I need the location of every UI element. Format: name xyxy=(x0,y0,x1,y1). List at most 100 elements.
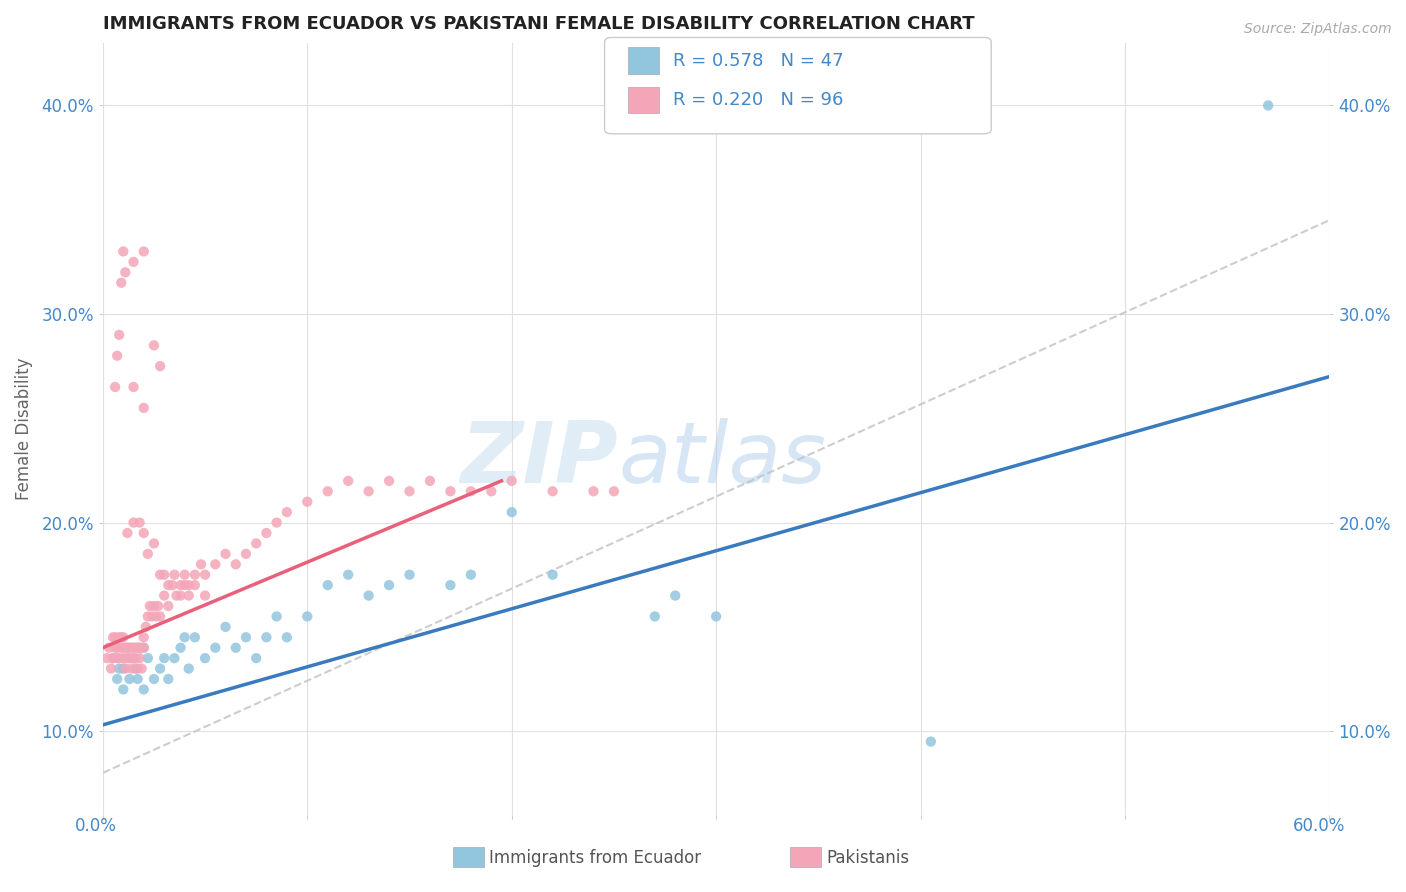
Text: 60.0%: 60.0% xyxy=(1292,817,1346,835)
Point xyxy=(135,620,157,634)
Point xyxy=(235,547,257,561)
Point xyxy=(501,474,523,488)
Point xyxy=(398,484,420,499)
Point xyxy=(117,640,139,655)
Point xyxy=(149,359,172,373)
Point xyxy=(145,609,167,624)
Point xyxy=(114,662,136,676)
Point xyxy=(357,484,380,499)
Point xyxy=(127,672,149,686)
Point xyxy=(112,662,135,676)
Point xyxy=(184,630,207,644)
Point xyxy=(112,640,135,655)
Point xyxy=(163,567,186,582)
Point xyxy=(112,682,135,697)
Text: atlas: atlas xyxy=(619,418,827,501)
Point xyxy=(920,734,942,748)
Point xyxy=(128,651,150,665)
Point xyxy=(105,640,128,655)
Point xyxy=(132,630,155,644)
Point xyxy=(245,651,267,665)
Point xyxy=(204,640,226,655)
Point xyxy=(122,651,145,665)
Point xyxy=(169,578,191,592)
Point xyxy=(378,578,401,592)
Point xyxy=(153,589,176,603)
Point xyxy=(127,662,149,676)
Point xyxy=(214,620,236,634)
Point xyxy=(501,505,523,519)
Point xyxy=(118,640,141,655)
Point xyxy=(225,558,247,572)
Point xyxy=(100,662,122,676)
Point xyxy=(143,338,166,352)
Point xyxy=(169,589,191,603)
Point xyxy=(266,516,288,530)
Point xyxy=(157,578,180,592)
Point xyxy=(132,526,155,541)
Text: R = 0.578   N = 47: R = 0.578 N = 47 xyxy=(673,52,844,70)
Point xyxy=(122,255,145,269)
Point xyxy=(166,589,188,603)
Point xyxy=(108,662,131,676)
Point xyxy=(177,589,200,603)
Point xyxy=(337,567,360,582)
Y-axis label: Female Disability: Female Disability xyxy=(15,358,32,500)
Point xyxy=(266,609,288,624)
Point xyxy=(460,567,482,582)
Text: ZIP: ZIP xyxy=(460,418,619,501)
Point xyxy=(112,630,135,644)
Point xyxy=(378,474,401,488)
Point xyxy=(104,380,127,394)
Point xyxy=(316,578,339,592)
Point xyxy=(132,640,155,655)
Point xyxy=(603,484,626,499)
Point xyxy=(117,640,139,655)
Point xyxy=(541,567,564,582)
Point xyxy=(1257,98,1279,112)
Point xyxy=(101,651,124,665)
Point xyxy=(173,630,195,644)
Point xyxy=(110,276,132,290)
Text: Immigrants from Ecuador: Immigrants from Ecuador xyxy=(489,849,702,867)
Point xyxy=(141,609,163,624)
Point xyxy=(117,651,139,665)
Point xyxy=(104,630,127,644)
Point xyxy=(235,630,257,644)
Point xyxy=(664,589,686,603)
Point xyxy=(439,484,461,499)
Point xyxy=(184,567,207,582)
Point xyxy=(169,640,191,655)
Point xyxy=(118,651,141,665)
Point xyxy=(245,536,267,550)
Point xyxy=(110,640,132,655)
Point xyxy=(105,349,128,363)
Text: Source: ZipAtlas.com: Source: ZipAtlas.com xyxy=(1244,22,1392,37)
Point xyxy=(132,244,155,259)
Point xyxy=(153,651,176,665)
Point xyxy=(149,609,172,624)
Point xyxy=(177,662,200,676)
Point xyxy=(163,651,186,665)
Point xyxy=(146,599,169,613)
Point xyxy=(128,640,150,655)
Point xyxy=(173,578,195,592)
Point xyxy=(101,630,124,644)
Point xyxy=(184,578,207,592)
Point xyxy=(108,327,131,342)
Point xyxy=(122,380,145,394)
Point xyxy=(128,516,150,530)
Point xyxy=(541,484,564,499)
Point xyxy=(121,662,143,676)
Point xyxy=(118,672,141,686)
Point xyxy=(143,599,166,613)
Point xyxy=(143,672,166,686)
Point xyxy=(276,505,298,519)
Point xyxy=(297,494,319,508)
Point xyxy=(122,651,145,665)
Point xyxy=(101,651,124,665)
Point xyxy=(96,651,118,665)
Point xyxy=(112,244,135,259)
Point xyxy=(127,640,149,655)
Point xyxy=(644,609,666,624)
